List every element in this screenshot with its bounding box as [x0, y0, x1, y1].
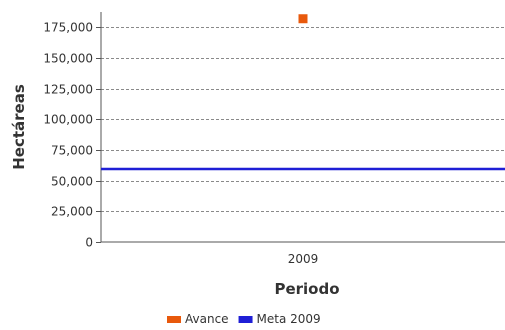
x-tick-labels: 2009 — [288, 252, 319, 266]
y-tick-label: 0 — [85, 236, 93, 250]
y-tick-label: 175,000 — [43, 21, 93, 35]
y-tick-label: 150,000 — [43, 52, 93, 66]
legend-swatch-avance — [167, 316, 181, 323]
grid-lines — [101, 27, 505, 212]
y-tick-label: 50,000 — [51, 175, 93, 189]
y-tick-label: 125,000 — [43, 83, 93, 97]
legend-label-meta-2009: Meta 2009 — [257, 312, 321, 326]
y-tick-label: 100,000 — [43, 113, 93, 127]
axes — [100, 12, 505, 243]
legend: Avance Meta 2009 — [167, 312, 321, 326]
x-axis-title: Periodo — [274, 280, 339, 298]
y-tick-labels: 0 25,000 50,000 75,000 100,000 125,000 150,000… — [43, 21, 101, 250]
legend-swatch-meta-2009 — [238, 316, 253, 323]
y-tick-label: 75,000 — [51, 144, 93, 158]
x-tick-label: 2009 — [288, 252, 319, 266]
series — [101, 14, 505, 171]
y-tick-label: 25,000 — [51, 205, 93, 219]
y-axis-title: Hectáreas — [10, 84, 28, 170]
avance-point — [298, 14, 308, 24]
legend-label-avance: Avance — [185, 312, 229, 326]
